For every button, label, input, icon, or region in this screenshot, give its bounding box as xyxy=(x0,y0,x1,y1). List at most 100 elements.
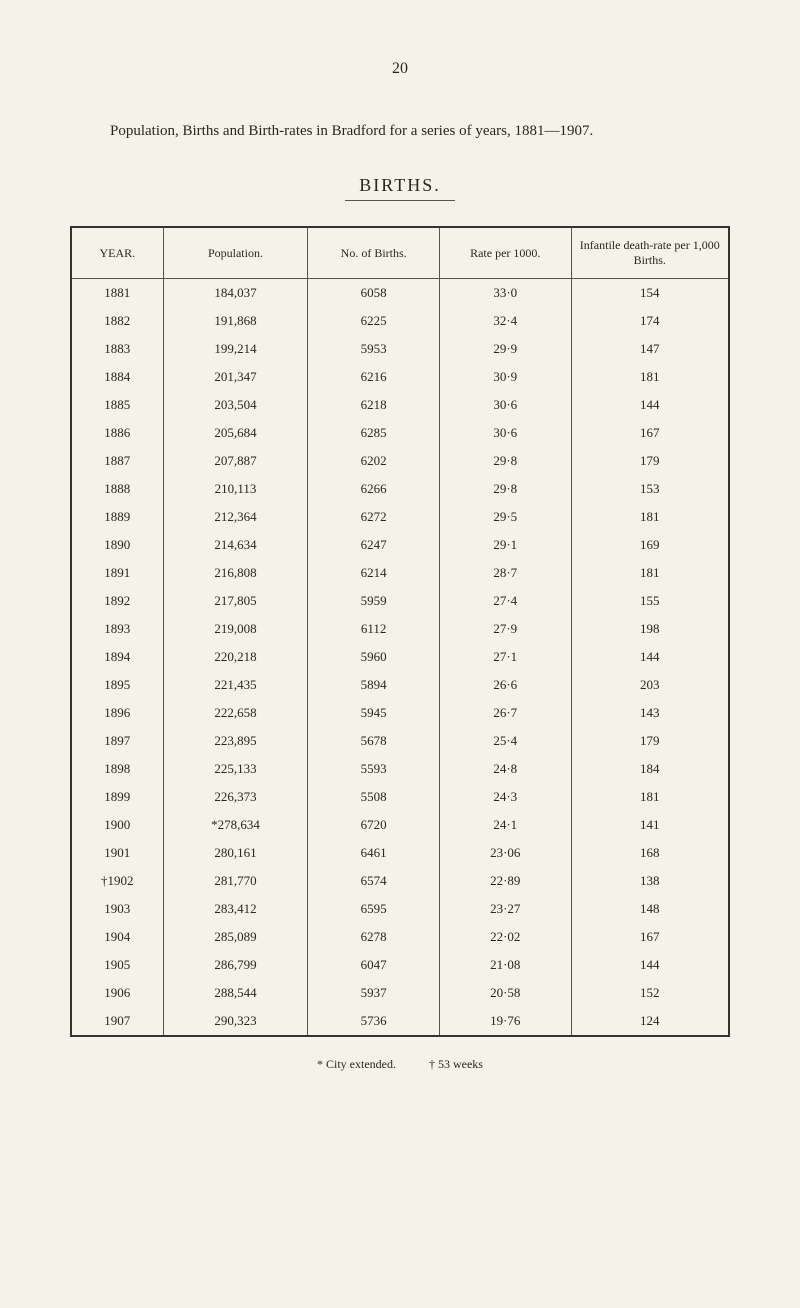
table-row: 1899226,373550824·3181 xyxy=(71,783,729,811)
cell-year: 1881 xyxy=(71,279,163,308)
cell-idr: 203 xyxy=(571,671,729,699)
col-year: YEAR. xyxy=(71,227,163,279)
cell-births: 5894 xyxy=(308,671,440,699)
cell-rate: 26·7 xyxy=(439,699,571,727)
cell-rate: 27·9 xyxy=(439,615,571,643)
table-row: 1886205,684628530·6167 xyxy=(71,419,729,447)
cell-year: 1884 xyxy=(71,363,163,391)
cell-pop: 210,113 xyxy=(163,475,308,503)
table-row: 1900*278,634672024·1141 xyxy=(71,811,729,839)
cell-pop: 219,008 xyxy=(163,615,308,643)
table-row: 1890214,634624729·1169 xyxy=(71,531,729,559)
cell-idr: 141 xyxy=(571,811,729,839)
cell-births: 6285 xyxy=(308,419,440,447)
cell-year: 1889 xyxy=(71,503,163,531)
cell-year: 1897 xyxy=(71,727,163,755)
cell-pop: 199,214 xyxy=(163,335,308,363)
cell-births: 6461 xyxy=(308,839,440,867)
cell-pop: 288,544 xyxy=(163,979,308,1007)
cell-births: 6058 xyxy=(308,279,440,308)
cell-births: 5960 xyxy=(308,643,440,671)
births-table: YEAR. Population. No. of Births. Rate pe… xyxy=(70,226,730,1037)
cell-births: 6278 xyxy=(308,923,440,951)
col-population: Population. xyxy=(163,227,308,279)
table-row: 1881184,037605833·0154 xyxy=(71,279,729,308)
cell-idr: 198 xyxy=(571,615,729,643)
cell-rate: 30·9 xyxy=(439,363,571,391)
cell-rate: 19·76 xyxy=(439,1007,571,1036)
table-row: 1894220,218596027·1144 xyxy=(71,643,729,671)
table-body: 1881184,037605833·01541882191,868622532·… xyxy=(71,279,729,1037)
table-row: 1895221,435589426·6203 xyxy=(71,671,729,699)
col-rate: Rate per 1000. xyxy=(439,227,571,279)
cell-year: 1900 xyxy=(71,811,163,839)
cell-births: 6047 xyxy=(308,951,440,979)
cell-rate: 29·5 xyxy=(439,503,571,531)
table-row: 1896222,658594526·7143 xyxy=(71,699,729,727)
table-row: 1898225,133559324·8184 xyxy=(71,755,729,783)
cell-year: 1894 xyxy=(71,643,163,671)
cell-births: 6225 xyxy=(308,307,440,335)
cell-year: 1887 xyxy=(71,447,163,475)
cell-year: 1892 xyxy=(71,587,163,615)
cell-year: 1891 xyxy=(71,559,163,587)
cell-pop: 207,887 xyxy=(163,447,308,475)
cell-rate: 24·1 xyxy=(439,811,571,839)
cell-year: 1903 xyxy=(71,895,163,923)
cell-idr: 167 xyxy=(571,923,729,951)
cell-births: 6218 xyxy=(308,391,440,419)
cell-year: 1907 xyxy=(71,1007,163,1036)
cell-year: 1882 xyxy=(71,307,163,335)
cell-births: 5593 xyxy=(308,755,440,783)
cell-idr: 124 xyxy=(571,1007,729,1036)
cell-births: 6574 xyxy=(308,867,440,895)
cell-idr: 143 xyxy=(571,699,729,727)
cell-year: 1895 xyxy=(71,671,163,699)
table-row: 1901280,161646123·06168 xyxy=(71,839,729,867)
cell-year: 1885 xyxy=(71,391,163,419)
table-row: 1904285,089627822·02167 xyxy=(71,923,729,951)
cell-idr: 153 xyxy=(571,475,729,503)
cell-rate: 33·0 xyxy=(439,279,571,308)
cell-pop: 226,373 xyxy=(163,783,308,811)
cell-pop: 225,133 xyxy=(163,755,308,783)
page-number: 20 xyxy=(70,60,730,78)
cell-idr: 179 xyxy=(571,447,729,475)
cell-idr: 179 xyxy=(571,727,729,755)
cell-pop: 285,089 xyxy=(163,923,308,951)
cell-pop: 216,808 xyxy=(163,559,308,587)
intro-paragraph: Population, Births and Birth-rates in Br… xyxy=(70,118,730,145)
cell-births: 6266 xyxy=(308,475,440,503)
cell-year: 1898 xyxy=(71,755,163,783)
cell-rate: 22·89 xyxy=(439,867,571,895)
cell-births: 6214 xyxy=(308,559,440,587)
cell-pop: 223,895 xyxy=(163,727,308,755)
cell-rate: 29·8 xyxy=(439,447,571,475)
cell-pop: 221,435 xyxy=(163,671,308,699)
cell-births: 5959 xyxy=(308,587,440,615)
cell-births: 5953 xyxy=(308,335,440,363)
cell-year: †1902 xyxy=(71,867,163,895)
table-row: 1882191,868622532·4174 xyxy=(71,307,729,335)
cell-year: 1893 xyxy=(71,615,163,643)
cell-pop: 203,504 xyxy=(163,391,308,419)
cell-idr: 144 xyxy=(571,951,729,979)
cell-rate: 29·9 xyxy=(439,335,571,363)
cell-idr: 154 xyxy=(571,279,729,308)
cell-pop: 286,799 xyxy=(163,951,308,979)
cell-pop: 290,323 xyxy=(163,1007,308,1036)
cell-idr: 147 xyxy=(571,335,729,363)
table-row: 1883199,214595329·9147 xyxy=(71,335,729,363)
footnote-53-weeks: † 53 weeks xyxy=(429,1057,483,1072)
title-underline xyxy=(345,200,455,201)
cell-rate: 25·4 xyxy=(439,727,571,755)
table-row: 1906288,544593720·58152 xyxy=(71,979,729,1007)
cell-births: 5736 xyxy=(308,1007,440,1036)
cell-pop: 201,347 xyxy=(163,363,308,391)
footnote-city-extended: * City extended. xyxy=(317,1057,396,1072)
cell-rate: 29·1 xyxy=(439,531,571,559)
cell-births: 6595 xyxy=(308,895,440,923)
table-title: BIRTHS. xyxy=(70,175,730,196)
cell-pop: 214,634 xyxy=(163,531,308,559)
cell-year: 1883 xyxy=(71,335,163,363)
